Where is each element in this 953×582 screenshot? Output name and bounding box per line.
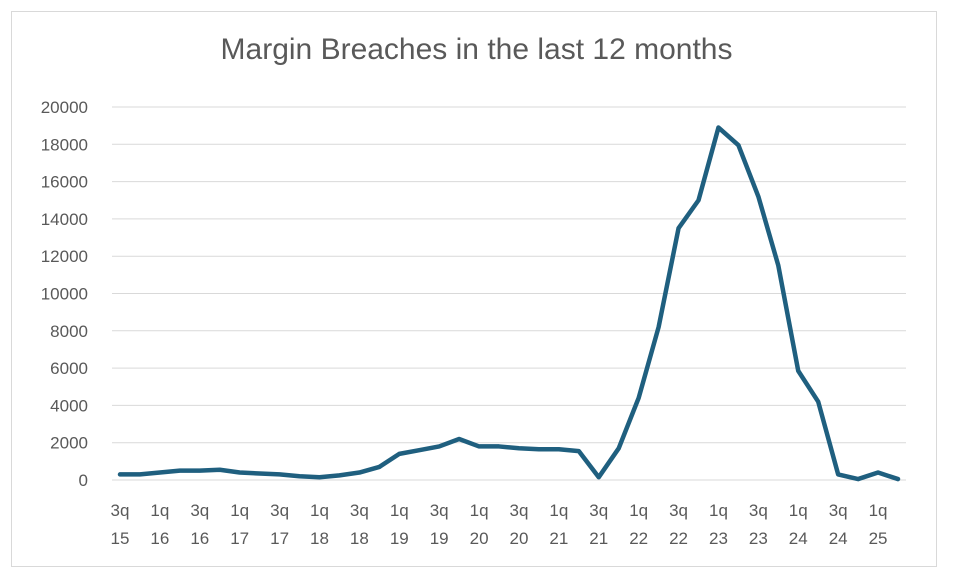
y-tick-label: 8000 (50, 322, 88, 341)
x-tick-label-quarter: 3q (350, 501, 369, 520)
x-tick-label-quarter: 1q (709, 501, 728, 520)
x-tick-label-year: 18 (350, 529, 369, 548)
y-tick-label: 12000 (41, 247, 88, 266)
y-tick-label: 20000 (41, 98, 88, 117)
x-tick-label-quarter: 3q (510, 501, 529, 520)
y-tick-label: 14000 (41, 210, 88, 229)
x-tick-label-year: 15 (111, 529, 130, 548)
y-tick-label: 0 (79, 471, 88, 490)
series-line (117, 125, 901, 482)
x-tick-label-quarter: 1q (310, 501, 329, 520)
x-tick-label-year: 19 (390, 529, 409, 548)
x-tick-label-quarter: 1q (390, 501, 409, 520)
x-tick-label-quarter: 3q (669, 501, 688, 520)
x-tick-label-year: 22 (629, 529, 648, 548)
series-group (117, 125, 901, 482)
y-tick-label: 6000 (50, 359, 88, 378)
x-tick-label-quarter: 3q (190, 501, 209, 520)
x-tick-label-quarter: 1q (470, 501, 489, 520)
x-tick-label-year: 19 (430, 529, 449, 548)
x-tick-label-year: 17 (270, 529, 289, 548)
x-axis-ticks: 3q 15 1q 16 3q 16 1q 17 3q 17 1q 18 3q 18 1q 19 3q 19 1q 20… (111, 501, 888, 548)
x-tick-label-quarter: 3q (829, 501, 848, 520)
x-tick-label-quarter: 1q (629, 501, 648, 520)
y-tick-label: 16000 (41, 173, 88, 192)
x-tick-label-year: 25 (869, 529, 888, 548)
x-tick-label-year: 23 (709, 529, 728, 548)
x-tick-label-quarter: 1q (150, 501, 169, 520)
x-tick-label-year: 16 (150, 529, 169, 548)
x-tick-label-quarter: 3q (270, 501, 289, 520)
chart-title: Margin Breaches in the last 12 months (220, 33, 733, 66)
x-tick-label-year: 24 (829, 529, 848, 548)
x-tick-label-year: 20 (510, 529, 529, 548)
x-tick-label-year: 16 (190, 529, 209, 548)
x-tick-label-year: 24 (789, 529, 808, 548)
x-tick-label-year: 21 (549, 529, 568, 548)
x-tick-label-quarter: 3q (111, 501, 130, 520)
x-tick-label-quarter: 1q (869, 501, 888, 520)
y-tick-label: 18000 (41, 135, 88, 154)
x-tick-label-quarter: 1q (230, 501, 249, 520)
x-tick-label-quarter: 1q (549, 501, 568, 520)
y-tick-label: 4000 (50, 396, 88, 415)
y-tick-label: 2000 (50, 434, 88, 453)
gridlines (112, 106, 906, 481)
x-tick-label-year: 22 (669, 529, 688, 548)
x-tick-label-quarter: 3q (749, 501, 768, 520)
x-tick-label-year: 18 (310, 529, 329, 548)
y-axis-ticks: 0 2000 4000 6000 8000 10000 12000 14000 16000 180… (41, 98, 88, 490)
x-tick-label-quarter: 3q (430, 501, 449, 520)
x-tick-label-year: 20 (470, 529, 489, 548)
x-tick-label-year: 23 (749, 529, 768, 548)
x-tick-label-year: 17 (230, 529, 249, 548)
x-tick-label-quarter: 1q (789, 501, 808, 520)
y-tick-label: 10000 (41, 285, 88, 304)
x-tick-label-year: 21 (589, 529, 608, 548)
x-tick-label-quarter: 3q (589, 501, 608, 520)
